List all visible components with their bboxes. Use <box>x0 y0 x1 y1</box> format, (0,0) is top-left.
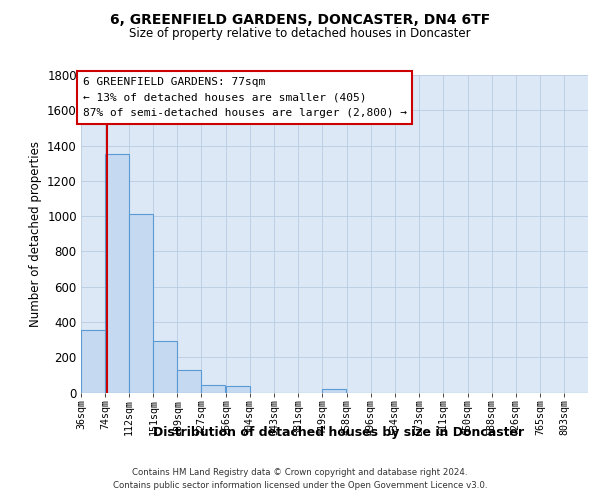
Text: 6 GREENFIELD GARDENS: 77sqm
← 13% of detached houses are smaller (405)
87% of se: 6 GREENFIELD GARDENS: 77sqm ← 13% of det… <box>83 77 407 118</box>
Bar <box>178 370 201 392</box>
Bar <box>129 214 153 392</box>
Bar <box>81 330 105 392</box>
Text: Contains HM Land Registry data © Crown copyright and database right 2024.: Contains HM Land Registry data © Crown c… <box>132 468 468 477</box>
Text: Size of property relative to detached houses in Doncaster: Size of property relative to detached ho… <box>129 28 471 40</box>
Y-axis label: Number of detached properties: Number of detached properties <box>29 141 41 327</box>
Bar <box>226 386 250 392</box>
Bar <box>201 386 225 392</box>
Bar <box>105 154 129 392</box>
Text: 6, GREENFIELD GARDENS, DONCASTER, DN4 6TF: 6, GREENFIELD GARDENS, DONCASTER, DN4 6T… <box>110 12 490 26</box>
Text: Contains public sector information licensed under the Open Government Licence v3: Contains public sector information licen… <box>113 482 487 490</box>
Bar <box>154 342 178 392</box>
Text: Distribution of detached houses by size in Doncaster: Distribution of detached houses by size … <box>154 426 524 439</box>
Bar <box>322 389 346 392</box>
